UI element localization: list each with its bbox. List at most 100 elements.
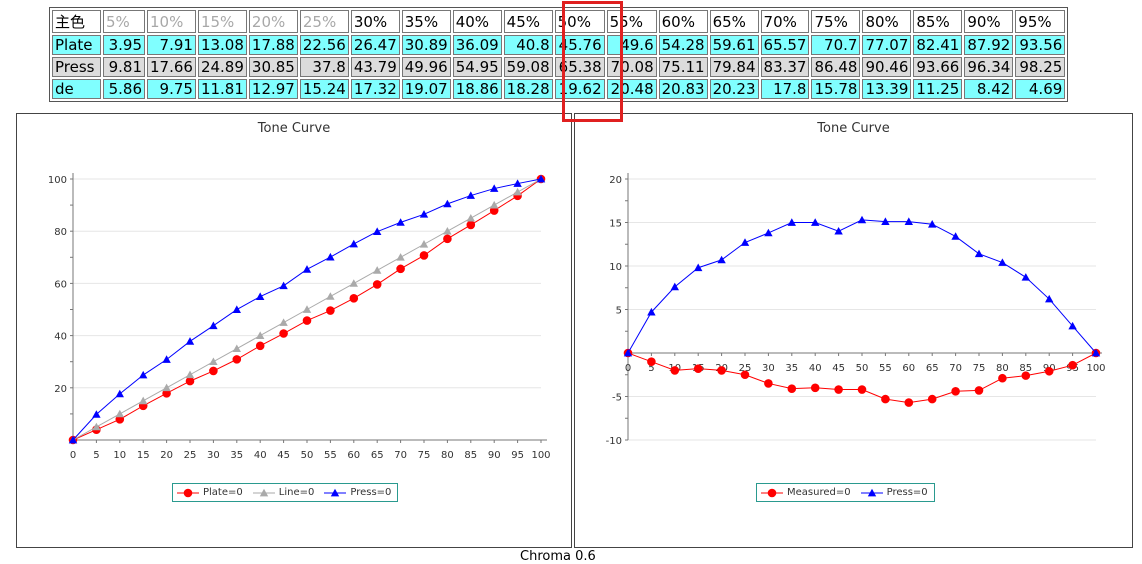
x-tick-label: 15 xyxy=(137,450,150,461)
table-header-cell: 45% xyxy=(503,10,553,33)
table-cell: 19.07 xyxy=(401,79,451,99)
chart-legend: Plate=0 Line=0 Press=0 xyxy=(172,483,399,502)
table-cell: 24.89 xyxy=(197,57,247,77)
data-point xyxy=(209,357,218,366)
table-cell: 22.56 xyxy=(299,35,349,55)
data-point xyxy=(279,329,288,338)
table-cell: 82.41 xyxy=(913,35,963,55)
y-tick-label: 40 xyxy=(54,332,67,343)
data-point xyxy=(302,316,312,325)
series-line xyxy=(627,219,1097,354)
data-point xyxy=(256,292,265,300)
table-cell: 90.46 xyxy=(862,57,912,77)
table-header-cell: 50% xyxy=(554,10,605,33)
chart-legend: Measured=0 Press=0 xyxy=(756,483,935,502)
data-point xyxy=(951,232,960,240)
data-point xyxy=(326,306,335,315)
table-cell: 70.7 xyxy=(811,35,861,55)
circle-marker-icon xyxy=(761,488,783,497)
x-tick-label: 40 xyxy=(254,450,267,461)
data-point xyxy=(1045,294,1054,303)
data-point xyxy=(1021,273,1030,281)
table-cell: 49.96 xyxy=(401,57,451,77)
table-header-cell: 70% xyxy=(760,10,810,33)
table-cell: 3.95 xyxy=(103,35,145,55)
data-point xyxy=(647,307,656,316)
table-header-cell: 35% xyxy=(401,10,451,33)
table-row: Plate 3.95 7.91 13.08 17.88 22.56 26.47 30.89 36… xyxy=(52,35,1066,55)
table-cell: 11.25 xyxy=(913,79,963,99)
y-tick-label: 15 xyxy=(609,219,622,230)
legend-label: Line=0 xyxy=(278,487,315,498)
legend-label: Plate=0 xyxy=(203,487,243,498)
data-point xyxy=(302,265,312,273)
legend-label: Press=0 xyxy=(350,487,392,498)
table-cell: 54.28 xyxy=(658,35,708,55)
table-corner-label: 主色 xyxy=(52,10,101,33)
data-point xyxy=(256,331,265,339)
data-point xyxy=(904,398,914,407)
table-cell: 93.66 xyxy=(913,57,963,77)
table-header-cell: 90% xyxy=(964,10,1014,33)
table-cell: 49.6 xyxy=(606,35,657,55)
data-point xyxy=(693,364,703,373)
table-cell: 15.78 xyxy=(811,79,861,99)
table-cell: 45.76 xyxy=(554,35,605,55)
table-header-cell: 65% xyxy=(709,10,759,33)
table-cell: 17.32 xyxy=(350,79,400,99)
data-point xyxy=(302,305,312,313)
data-point xyxy=(232,344,241,353)
x-tick-label: 5 xyxy=(93,450,99,461)
table-header-cell: 30% xyxy=(350,10,400,33)
x-tick-label: 55 xyxy=(879,363,892,374)
table-cell: 9.75 xyxy=(147,79,196,99)
table-cell: 20.48 xyxy=(606,79,657,99)
data-point xyxy=(185,370,195,379)
data-point xyxy=(974,386,984,395)
data-point xyxy=(68,435,78,444)
tone-curve-chart-left: Tone Curve 20 40 60 80 100 0 5 10 15 20 25 30 35 40 45… xyxy=(16,113,572,548)
table-header-cell: 15% xyxy=(197,10,247,33)
data-point xyxy=(927,394,937,404)
data-point xyxy=(372,280,382,289)
legend-entry: Plate=0 xyxy=(177,487,243,498)
table-row-label: Press xyxy=(52,57,101,77)
table-cell: 77.07 xyxy=(862,35,912,55)
footer-caption: Chroma 0.6 xyxy=(520,549,596,564)
x-tick-label: 100 xyxy=(531,450,550,461)
data-point xyxy=(787,384,797,393)
x-tick-label: 35 xyxy=(785,363,798,374)
table-cell: 17.8 xyxy=(760,79,810,99)
table-cell: 65.57 xyxy=(760,35,810,55)
table-cell: 20.83 xyxy=(658,79,708,99)
legend-label: Measured=0 xyxy=(787,487,851,498)
x-tick-label: 85 xyxy=(1019,363,1032,374)
x-tick-label: 85 xyxy=(464,450,477,461)
data-point xyxy=(1091,348,1101,357)
table-cell: 18.86 xyxy=(452,79,502,99)
table-cell: 11.81 xyxy=(197,79,247,99)
chart-title: Tone Curve xyxy=(817,121,890,136)
table-header-cell: 40% xyxy=(452,10,502,33)
chart-title: Tone Curve xyxy=(257,121,331,136)
table-header-cell: 75% xyxy=(811,10,861,33)
x-tick-label: 45 xyxy=(277,450,290,461)
table-cell: 20.23 xyxy=(709,79,759,99)
data-point xyxy=(115,409,124,418)
table-header-row: 主色 5% 10% 15% 20% 25% 30% 35% 40% 45% 50% 55% 60% 65%… xyxy=(52,10,1066,33)
data-point xyxy=(647,357,656,366)
x-tick-label: 100 xyxy=(1086,363,1105,374)
x-tick-label: 80 xyxy=(996,363,1009,374)
triangle-marker-icon xyxy=(860,488,883,496)
circle-marker-icon xyxy=(177,488,199,497)
triangle-marker-icon xyxy=(324,488,347,496)
table-cell: 30.89 xyxy=(401,35,451,55)
table-cell: 5.86 xyxy=(103,79,145,99)
data-point xyxy=(810,383,820,393)
data-point xyxy=(881,217,890,225)
x-tick-label: 35 xyxy=(230,450,243,461)
data-point xyxy=(419,251,429,260)
x-tick-label: 75 xyxy=(418,450,431,461)
data-point xyxy=(443,227,452,235)
data-point xyxy=(670,366,680,375)
